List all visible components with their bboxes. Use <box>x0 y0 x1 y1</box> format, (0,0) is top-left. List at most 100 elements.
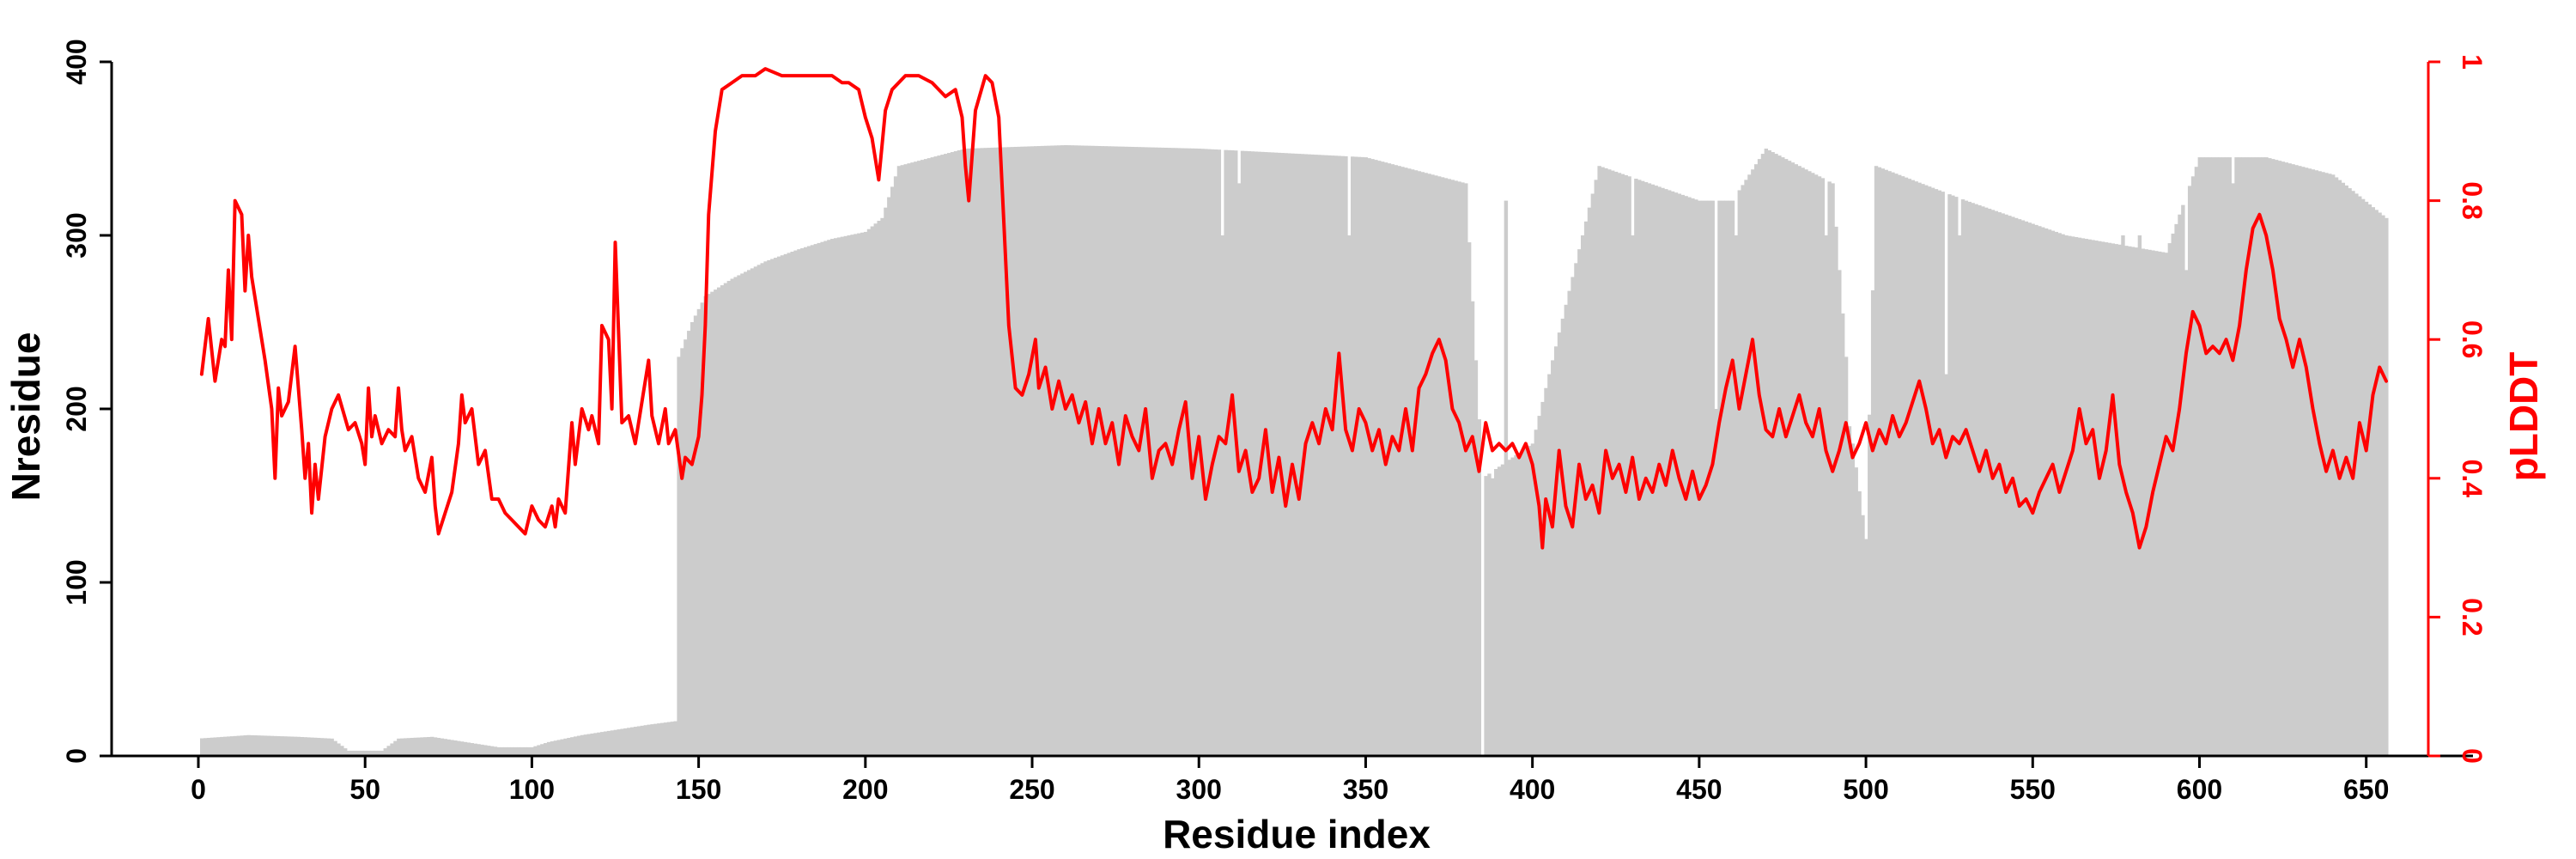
nresidue-bar <box>787 253 791 756</box>
nresidue-bar <box>406 738 411 756</box>
nresidue-bar <box>2197 157 2202 757</box>
nresidue-bar <box>627 728 631 756</box>
nresidue-bar <box>750 268 755 756</box>
nresidue-bar <box>2337 180 2342 757</box>
nresidue-bar <box>1737 190 1741 757</box>
nresidue-bar <box>1964 200 1969 757</box>
nresidue-bar <box>1160 147 1165 756</box>
nresidue-bar <box>526 746 532 756</box>
nresidue-bar <box>820 241 824 756</box>
nresidue-bar <box>1040 145 1045 756</box>
nresidue-bar <box>2204 157 2208 757</box>
nresidue-bar <box>513 746 518 756</box>
nresidue-bar <box>373 750 378 756</box>
nresidue-bar <box>700 302 705 756</box>
nresidue-bar <box>1777 155 1782 756</box>
nresidue-bar <box>1087 145 1091 757</box>
nresidue-bar <box>233 735 238 756</box>
nresidue-bar <box>1127 146 1132 756</box>
nresidue-bar <box>1183 148 1188 757</box>
nresidue-bar <box>1497 466 1502 756</box>
nresidue-bar <box>1764 149 1769 756</box>
nresidue-bar <box>1930 187 1935 756</box>
nresidue-bar <box>343 748 348 756</box>
nresidue-bar <box>2294 165 2299 756</box>
nresidue-bar <box>576 735 581 756</box>
nresidue-bar <box>1951 195 1955 757</box>
nresidue-bar <box>1190 148 1194 757</box>
nresidue-bar <box>1454 180 1458 756</box>
nresidue-bar <box>537 745 541 756</box>
x-tick-label: 600 <box>2177 774 2222 805</box>
nresidue-bar <box>1417 171 1422 756</box>
nresidue-bar <box>216 737 221 756</box>
nresidue-bar <box>1270 152 1275 756</box>
nresidue-bar <box>229 736 234 756</box>
nresidue-bar <box>2241 157 2245 757</box>
nresidue-bar <box>1121 146 1125 756</box>
nresidue-bar <box>1997 212 2002 756</box>
nresidue-bar <box>199 738 204 756</box>
nresidue-bar <box>2358 196 2362 757</box>
nresidue-bar <box>933 156 938 757</box>
nresidue-bar <box>363 750 368 756</box>
nresidue-bar <box>1978 204 1982 757</box>
nresidue-bar <box>326 738 331 756</box>
nresidue-bar <box>2064 235 2069 756</box>
nresidue-bar <box>2291 164 2295 756</box>
nresidue-bar <box>914 161 918 756</box>
nresidue-bar <box>940 155 945 756</box>
nresidue-bar <box>2244 157 2249 757</box>
nresidue-bar <box>1971 203 1975 757</box>
nresidue-bar <box>1434 175 1438 756</box>
nresidue-bar <box>974 148 978 757</box>
nresidue-bar <box>1747 174 1752 757</box>
nresidue-bar <box>1413 170 1419 756</box>
nresidue-bar <box>2144 249 2148 756</box>
nresidue-bar <box>1864 539 1868 756</box>
nresidue-bar <box>1097 145 1102 757</box>
y-right-tick-label: 0.2 <box>2457 598 2488 636</box>
nresidue-bar <box>1317 155 1321 756</box>
nresidue-bar <box>873 223 878 756</box>
nresidue-bar <box>390 743 394 756</box>
nresidue-bar <box>1900 176 1905 757</box>
nresidue-bar <box>1206 149 1212 757</box>
nresidue-bar <box>963 149 968 756</box>
nresidue-bar <box>510 746 514 756</box>
nresidue-bar <box>1547 374 1552 756</box>
nresidue-bar <box>550 741 555 756</box>
nresidue-bar <box>960 149 964 756</box>
nresidue-bar <box>1424 173 1428 756</box>
nresidue-bar <box>1820 178 1826 757</box>
nresidue-bar <box>2050 230 2056 756</box>
nresidue-bar <box>500 746 504 756</box>
nresidue-bar <box>250 734 254 756</box>
nresidue-bar <box>2134 247 2139 756</box>
nresidue-bar <box>1904 177 1909 757</box>
nresidue-bar <box>1397 166 1401 756</box>
nresidue-bar <box>666 722 671 756</box>
nresidue-bar <box>623 728 628 756</box>
nresidue-bar <box>683 339 688 756</box>
nresidue-bar <box>690 322 695 756</box>
nresidue-bar <box>866 228 872 757</box>
nresidue-bar <box>1464 183 1468 756</box>
plddt-line-layer <box>199 67 2389 550</box>
nresidue-bar <box>1050 145 1054 756</box>
nresidue-bar <box>2091 240 2095 756</box>
nresidue-bar <box>1457 181 1461 756</box>
nresidue-bar <box>340 746 344 756</box>
nresidue-bar <box>2261 157 2265 757</box>
nresidue-bar <box>313 737 318 756</box>
nresidue-bar <box>740 273 744 756</box>
nresidue-bar <box>1797 166 1801 756</box>
nresidue-bar <box>1783 159 1789 756</box>
nresidue-bar <box>1990 210 1996 756</box>
nresidue-bar <box>1217 149 1222 756</box>
nresidue-bar <box>1360 156 1365 756</box>
nresidue-bar <box>2187 186 2192 756</box>
nresidue-bar <box>1838 270 1842 756</box>
nresidue-bar <box>556 740 561 756</box>
nresidue-bar <box>2231 183 2235 756</box>
